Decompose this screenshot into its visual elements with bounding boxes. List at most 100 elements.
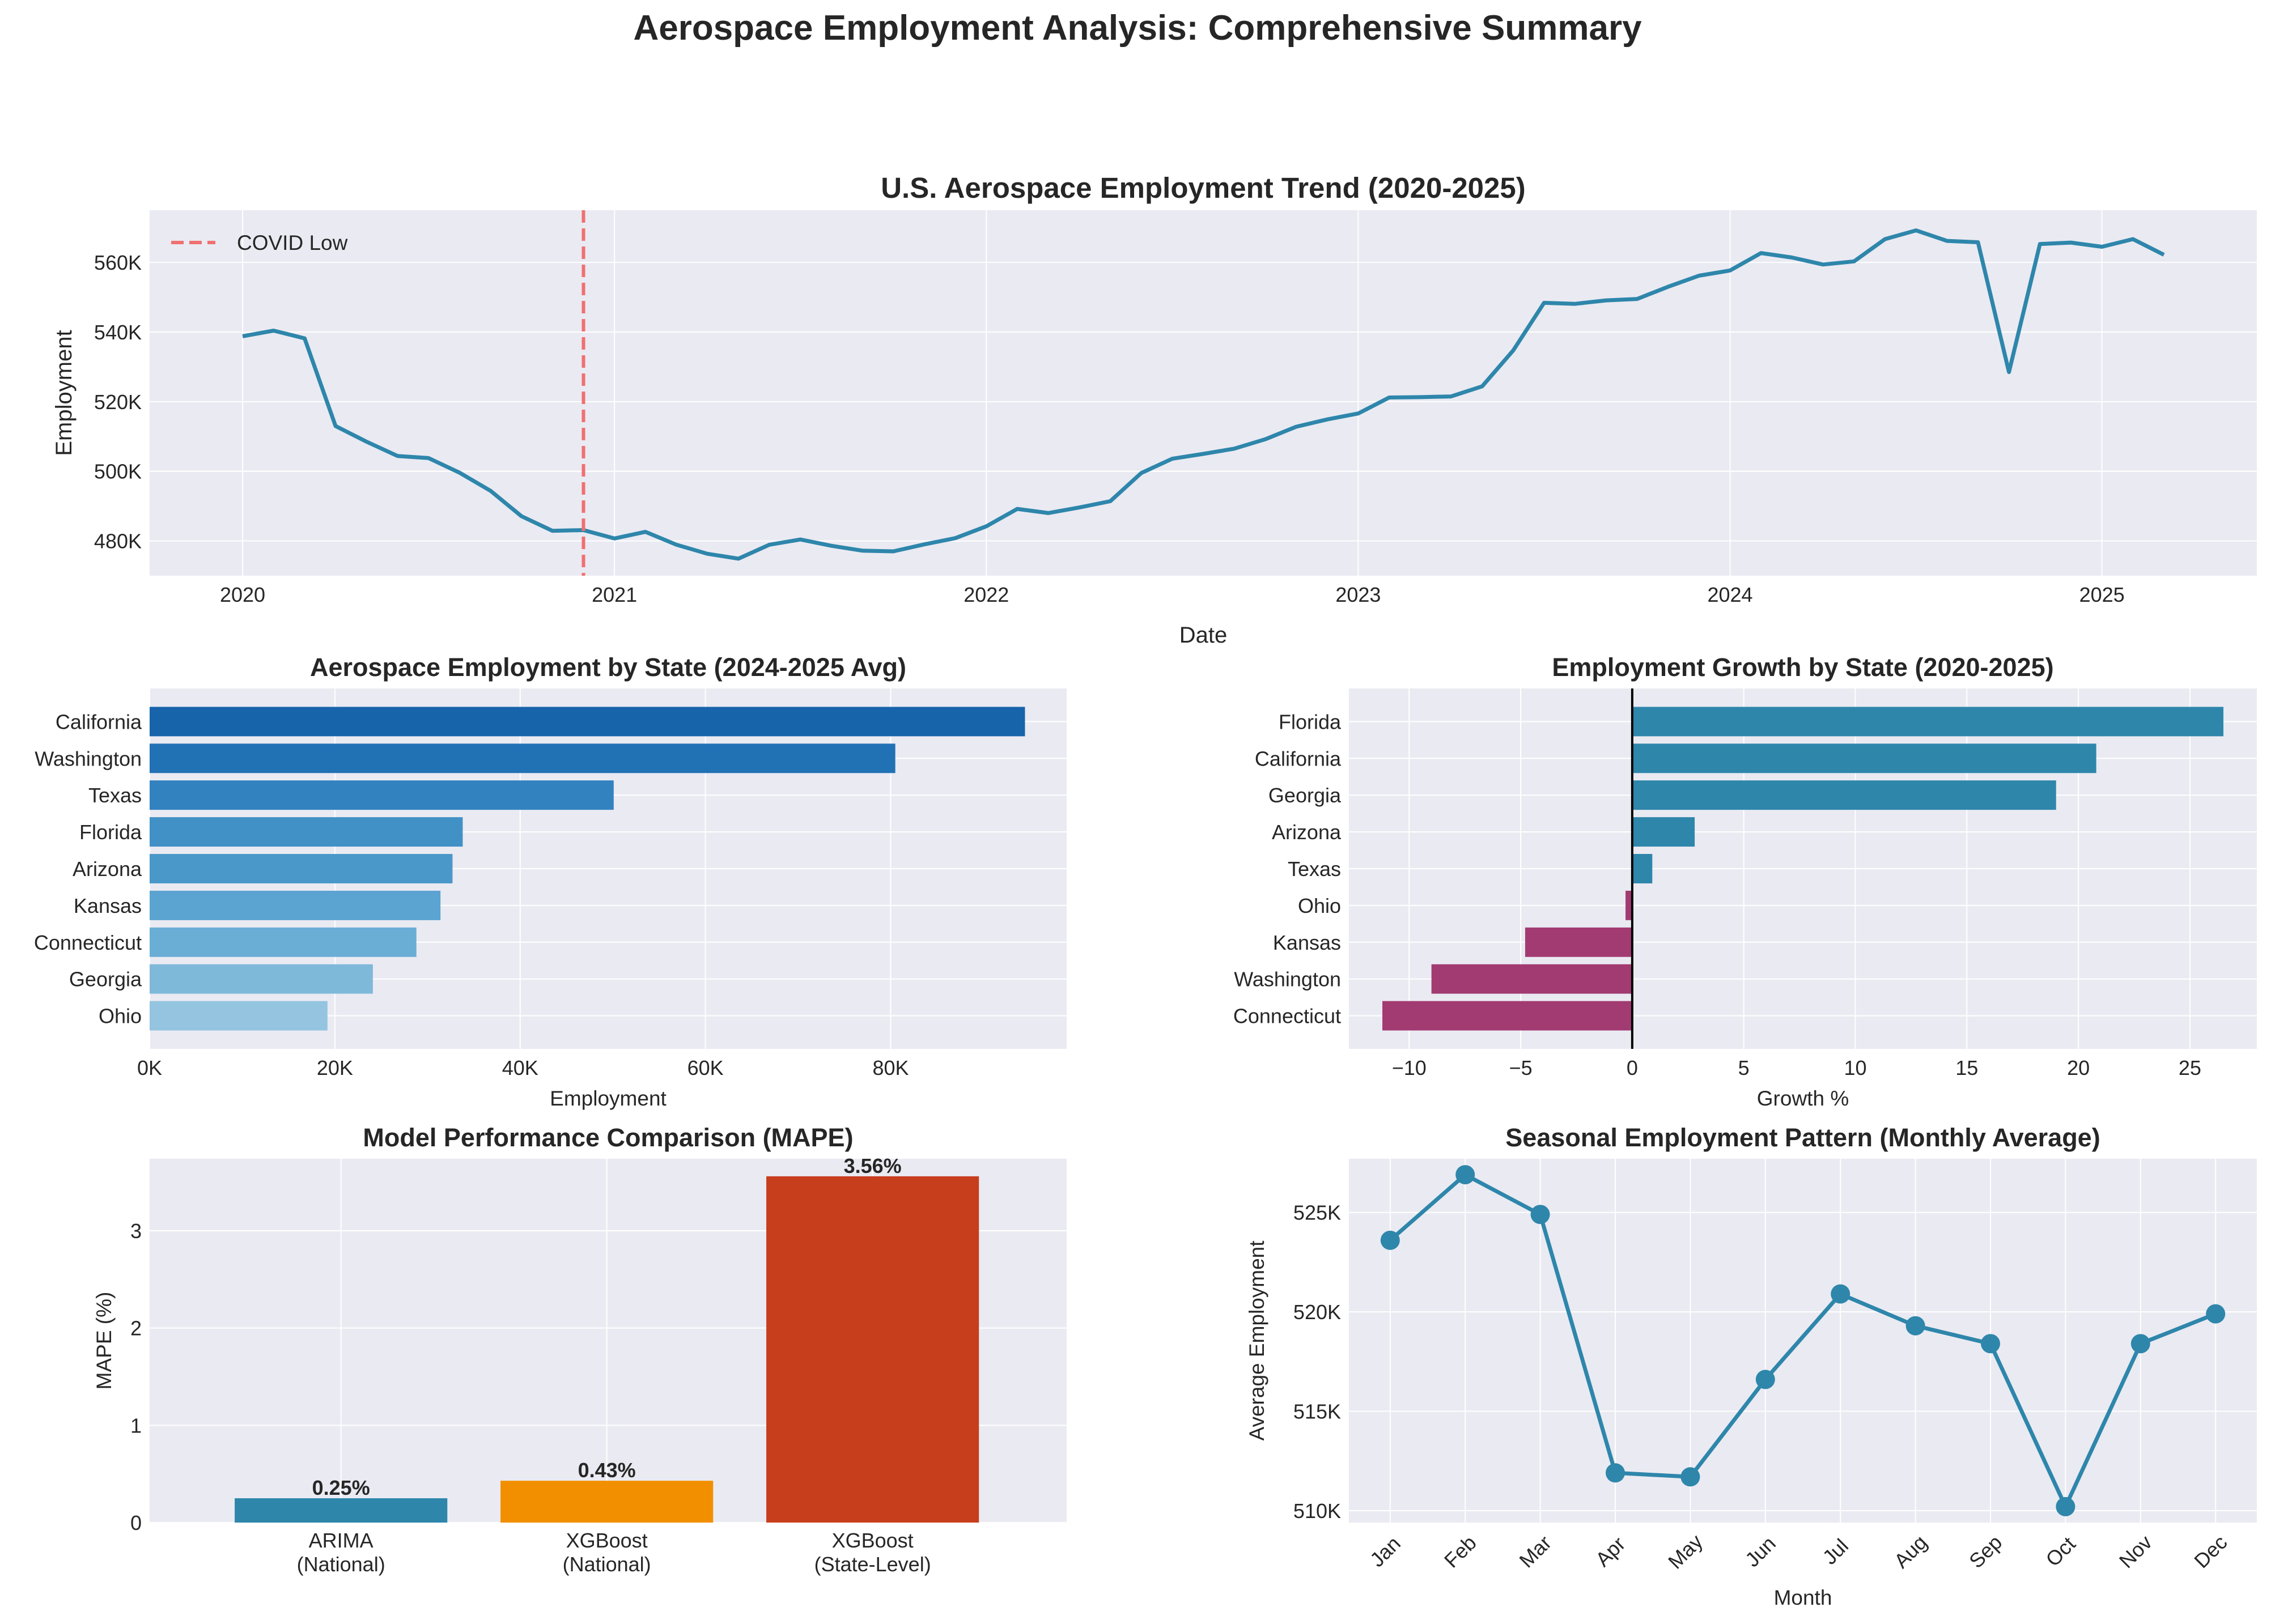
state-employment-bar (150, 854, 453, 883)
state-employment-category-label: Washington (35, 747, 142, 770)
model-mape-category-label: (State-Level) (814, 1553, 931, 1576)
state-employment-xtick-label: 0K (137, 1056, 162, 1079)
state-employment-xtick-label: 40K (502, 1056, 538, 1079)
state-growth-bar (1632, 743, 2096, 773)
model-mape-category-label: (National) (297, 1553, 385, 1576)
seasonal-month-label: Jul (1818, 1534, 1853, 1569)
seasonal-xlabel: Month (1774, 1586, 1832, 1609)
state-employment-xtick-label: 80K (872, 1056, 909, 1079)
seasonal-ytick-label: 510K (1293, 1499, 1341, 1523)
model-mape-data-label: 0.25% (312, 1476, 370, 1499)
model-mape-ytick-label: 2 (130, 1317, 142, 1340)
state-growth-bar (1632, 854, 1653, 883)
state-growth-xtick-label: 25 (2179, 1056, 2201, 1079)
model-mape-title: Model Performance Comparison (MAPE) (363, 1123, 853, 1152)
state-growth-xtick-label: −10 (1392, 1056, 1427, 1079)
state-growth-xtick-label: 15 (1955, 1056, 1978, 1079)
state-growth-category-label: Arizona (1272, 820, 1342, 844)
trend-title: U.S. Aerospace Employment Trend (2020-20… (881, 172, 1526, 204)
state-growth-xtick-label: 0 (1627, 1056, 1638, 1079)
seasonal-month-label: Jan (1365, 1532, 1405, 1571)
seasonal-ytick-label: 520K (1293, 1300, 1341, 1324)
seasonal-ylabel: Average Employment (1245, 1240, 1268, 1441)
trend-ytick-label: 480K (94, 530, 142, 553)
seasonal-point (1980, 1334, 2000, 1354)
trend-ylabel: Employment (52, 330, 77, 456)
state-growth-category-label: Georgia (1268, 784, 1342, 807)
model-mape-bar (500, 1481, 714, 1523)
state-growth-xlabel: Growth % (1757, 1087, 1849, 1110)
trend-xtick-label: 2024 (1707, 583, 1752, 606)
seasonal-month-label: Aug (1890, 1531, 1932, 1572)
state-employment-bar (150, 707, 1025, 737)
state-employment-category-label: Kansas (74, 894, 142, 917)
state-employment-bar (150, 964, 373, 994)
state-employment-xlabel: Employment (550, 1087, 667, 1110)
seasonal-month-label: Nov (2115, 1531, 2157, 1572)
state-employment-bar (150, 1001, 328, 1031)
seasonal-point (1455, 1165, 1475, 1185)
state-growth-xtick-label: −5 (1509, 1056, 1533, 1079)
state-employment-category-label: Connecticut (34, 931, 142, 954)
seasonal-point (1755, 1370, 1775, 1389)
trend-ytick-label: 540K (94, 321, 142, 344)
state-employment-bar (150, 743, 895, 773)
seasonal-series-line (1389, 1172, 2217, 1509)
state-employment-bar (150, 927, 417, 957)
model-mape-bar (235, 1498, 448, 1523)
seasonal-month-label: Feb (1440, 1531, 1481, 1572)
seasonal-month-label: Jun (1741, 1532, 1780, 1571)
state-growth-bar (1525, 927, 1632, 957)
model-mape-category-label: ARIMA (309, 1529, 373, 1552)
state-employment-bar (150, 890, 441, 920)
seasonal-month-label: Oct (2041, 1532, 2080, 1571)
state-growth-bar (1632, 780, 2056, 810)
state-growth-xtick-label: 5 (1738, 1056, 1750, 1079)
state-growth-xtick-label: 20 (2067, 1056, 2090, 1079)
seasonal-ytick-label: 515K (1293, 1400, 1341, 1423)
trend-ytick-label: 520K (94, 390, 142, 414)
state-employment-category-label: Florida (79, 820, 142, 844)
seasonal-point (1380, 1230, 1400, 1250)
trend-xtick-label: 2025 (2079, 583, 2125, 606)
state-growth-category-label: Texas (1288, 857, 1341, 881)
seasonal-month-label: Sep (1964, 1531, 2006, 1572)
trend-plot-area (150, 210, 2257, 576)
trend-ytick-label: 560K (94, 251, 142, 274)
seasonal-point (1905, 1316, 1925, 1336)
model-mape-category-label: XGBoost (566, 1529, 648, 1552)
state-employment-category-label: Ohio (99, 1005, 142, 1028)
state-employment-bar (150, 817, 463, 847)
model-mape-data-label: 0.43% (578, 1459, 636, 1482)
model-mape-ytick-label: 3 (130, 1219, 142, 1243)
seasonal-point (1680, 1467, 1700, 1487)
trend-ytick-label: 500K (94, 460, 142, 483)
state-employment-xtick-label: 20K (317, 1056, 353, 1079)
seasonal-point (1606, 1463, 1625, 1483)
model-mape-category-label: (National) (563, 1553, 651, 1576)
seasonal-point (1831, 1284, 1850, 1304)
state-growth-bar (1625, 890, 1632, 920)
model-mape-ytick-label: 0 (130, 1511, 142, 1534)
state-employment-bar (150, 780, 614, 810)
trend-xtick-label: 2022 (964, 583, 1009, 606)
trend-xtick-label: 2020 (220, 583, 265, 606)
state-growth-category-label: Florida (1279, 710, 1342, 733)
seasonal-month-label: May (1663, 1530, 1707, 1574)
state-growth-title: Employment Growth by State (2020-2025) (1552, 653, 2053, 682)
state-growth-category-label: Washington (1234, 968, 1341, 991)
seasonal-ytick-label: 525K (1293, 1201, 1341, 1225)
model-mape-data-label: 3.56% (844, 1154, 902, 1177)
seasonal-point (2206, 1304, 2226, 1324)
trend-xtick-label: 2021 (592, 583, 637, 606)
state-growth-xtick-label: 10 (1844, 1056, 1866, 1079)
seasonal-point (2130, 1334, 2150, 1354)
state-growth-category-label: Connecticut (1233, 1005, 1341, 1028)
state-growth-bar (1632, 817, 1695, 847)
state-growth-category-label: Kansas (1273, 931, 1341, 954)
model-mape-ytick-label: 1 (130, 1414, 142, 1437)
state-employment-category-label: Georgia (69, 968, 142, 991)
state-employment-xtick-label: 60K (687, 1056, 724, 1079)
state-growth-bar (1382, 1001, 1632, 1031)
